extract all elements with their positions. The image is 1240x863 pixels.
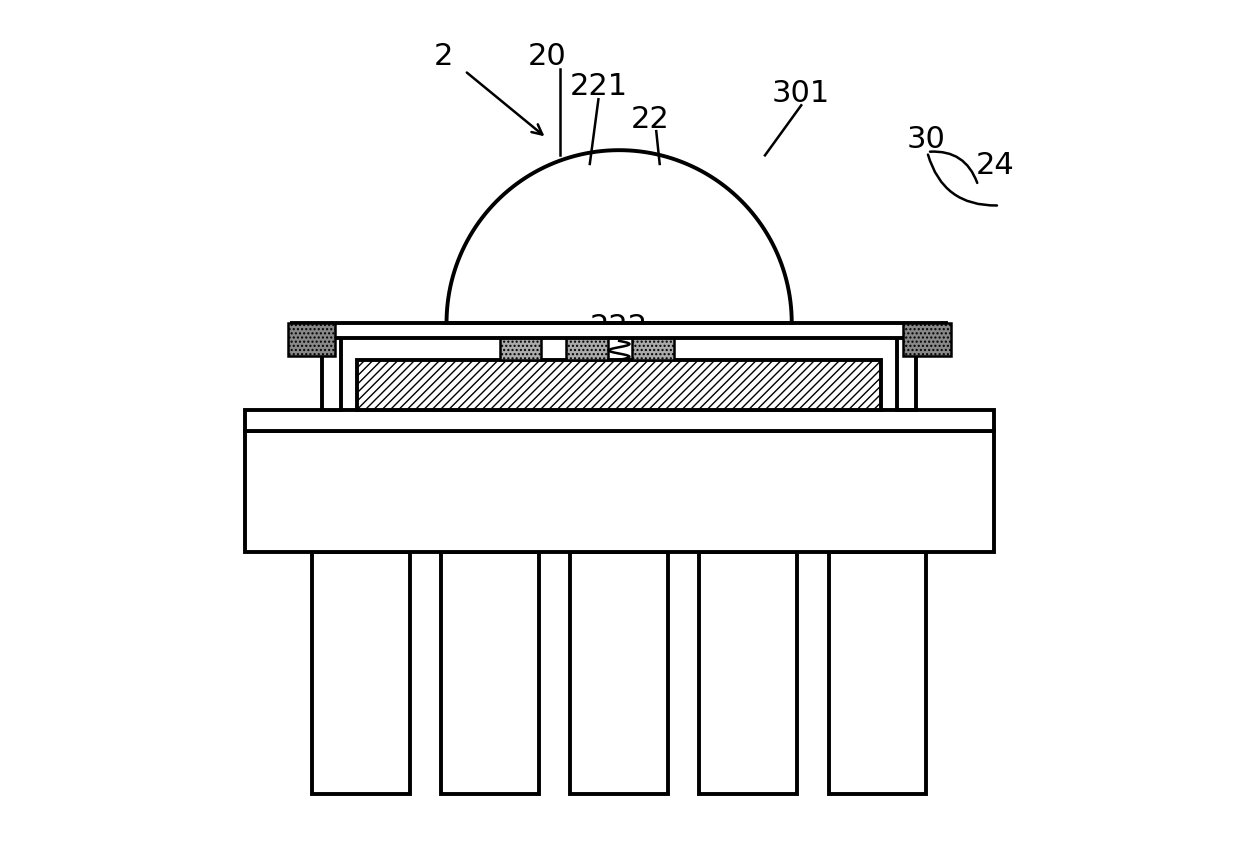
Bar xyxy=(357,360,882,410)
Bar xyxy=(441,552,539,794)
Bar xyxy=(288,323,335,356)
Text: 301: 301 xyxy=(773,79,831,108)
Text: 24: 24 xyxy=(976,151,1014,180)
Bar xyxy=(322,337,341,410)
Bar xyxy=(632,336,673,360)
Bar xyxy=(567,336,608,360)
Bar xyxy=(828,552,926,794)
Text: 2: 2 xyxy=(434,41,453,71)
Bar xyxy=(500,336,542,360)
Bar xyxy=(570,552,668,794)
Bar xyxy=(244,432,993,794)
Text: 30: 30 xyxy=(906,125,946,154)
Bar xyxy=(312,552,409,794)
Bar xyxy=(293,323,946,338)
Text: 221: 221 xyxy=(569,72,627,101)
Text: 22: 22 xyxy=(631,104,670,134)
Bar xyxy=(699,552,797,794)
Bar xyxy=(244,432,993,552)
Text: 222: 222 xyxy=(590,313,649,343)
Text: 20: 20 xyxy=(527,41,565,71)
Bar xyxy=(244,410,993,432)
Bar xyxy=(903,323,951,356)
